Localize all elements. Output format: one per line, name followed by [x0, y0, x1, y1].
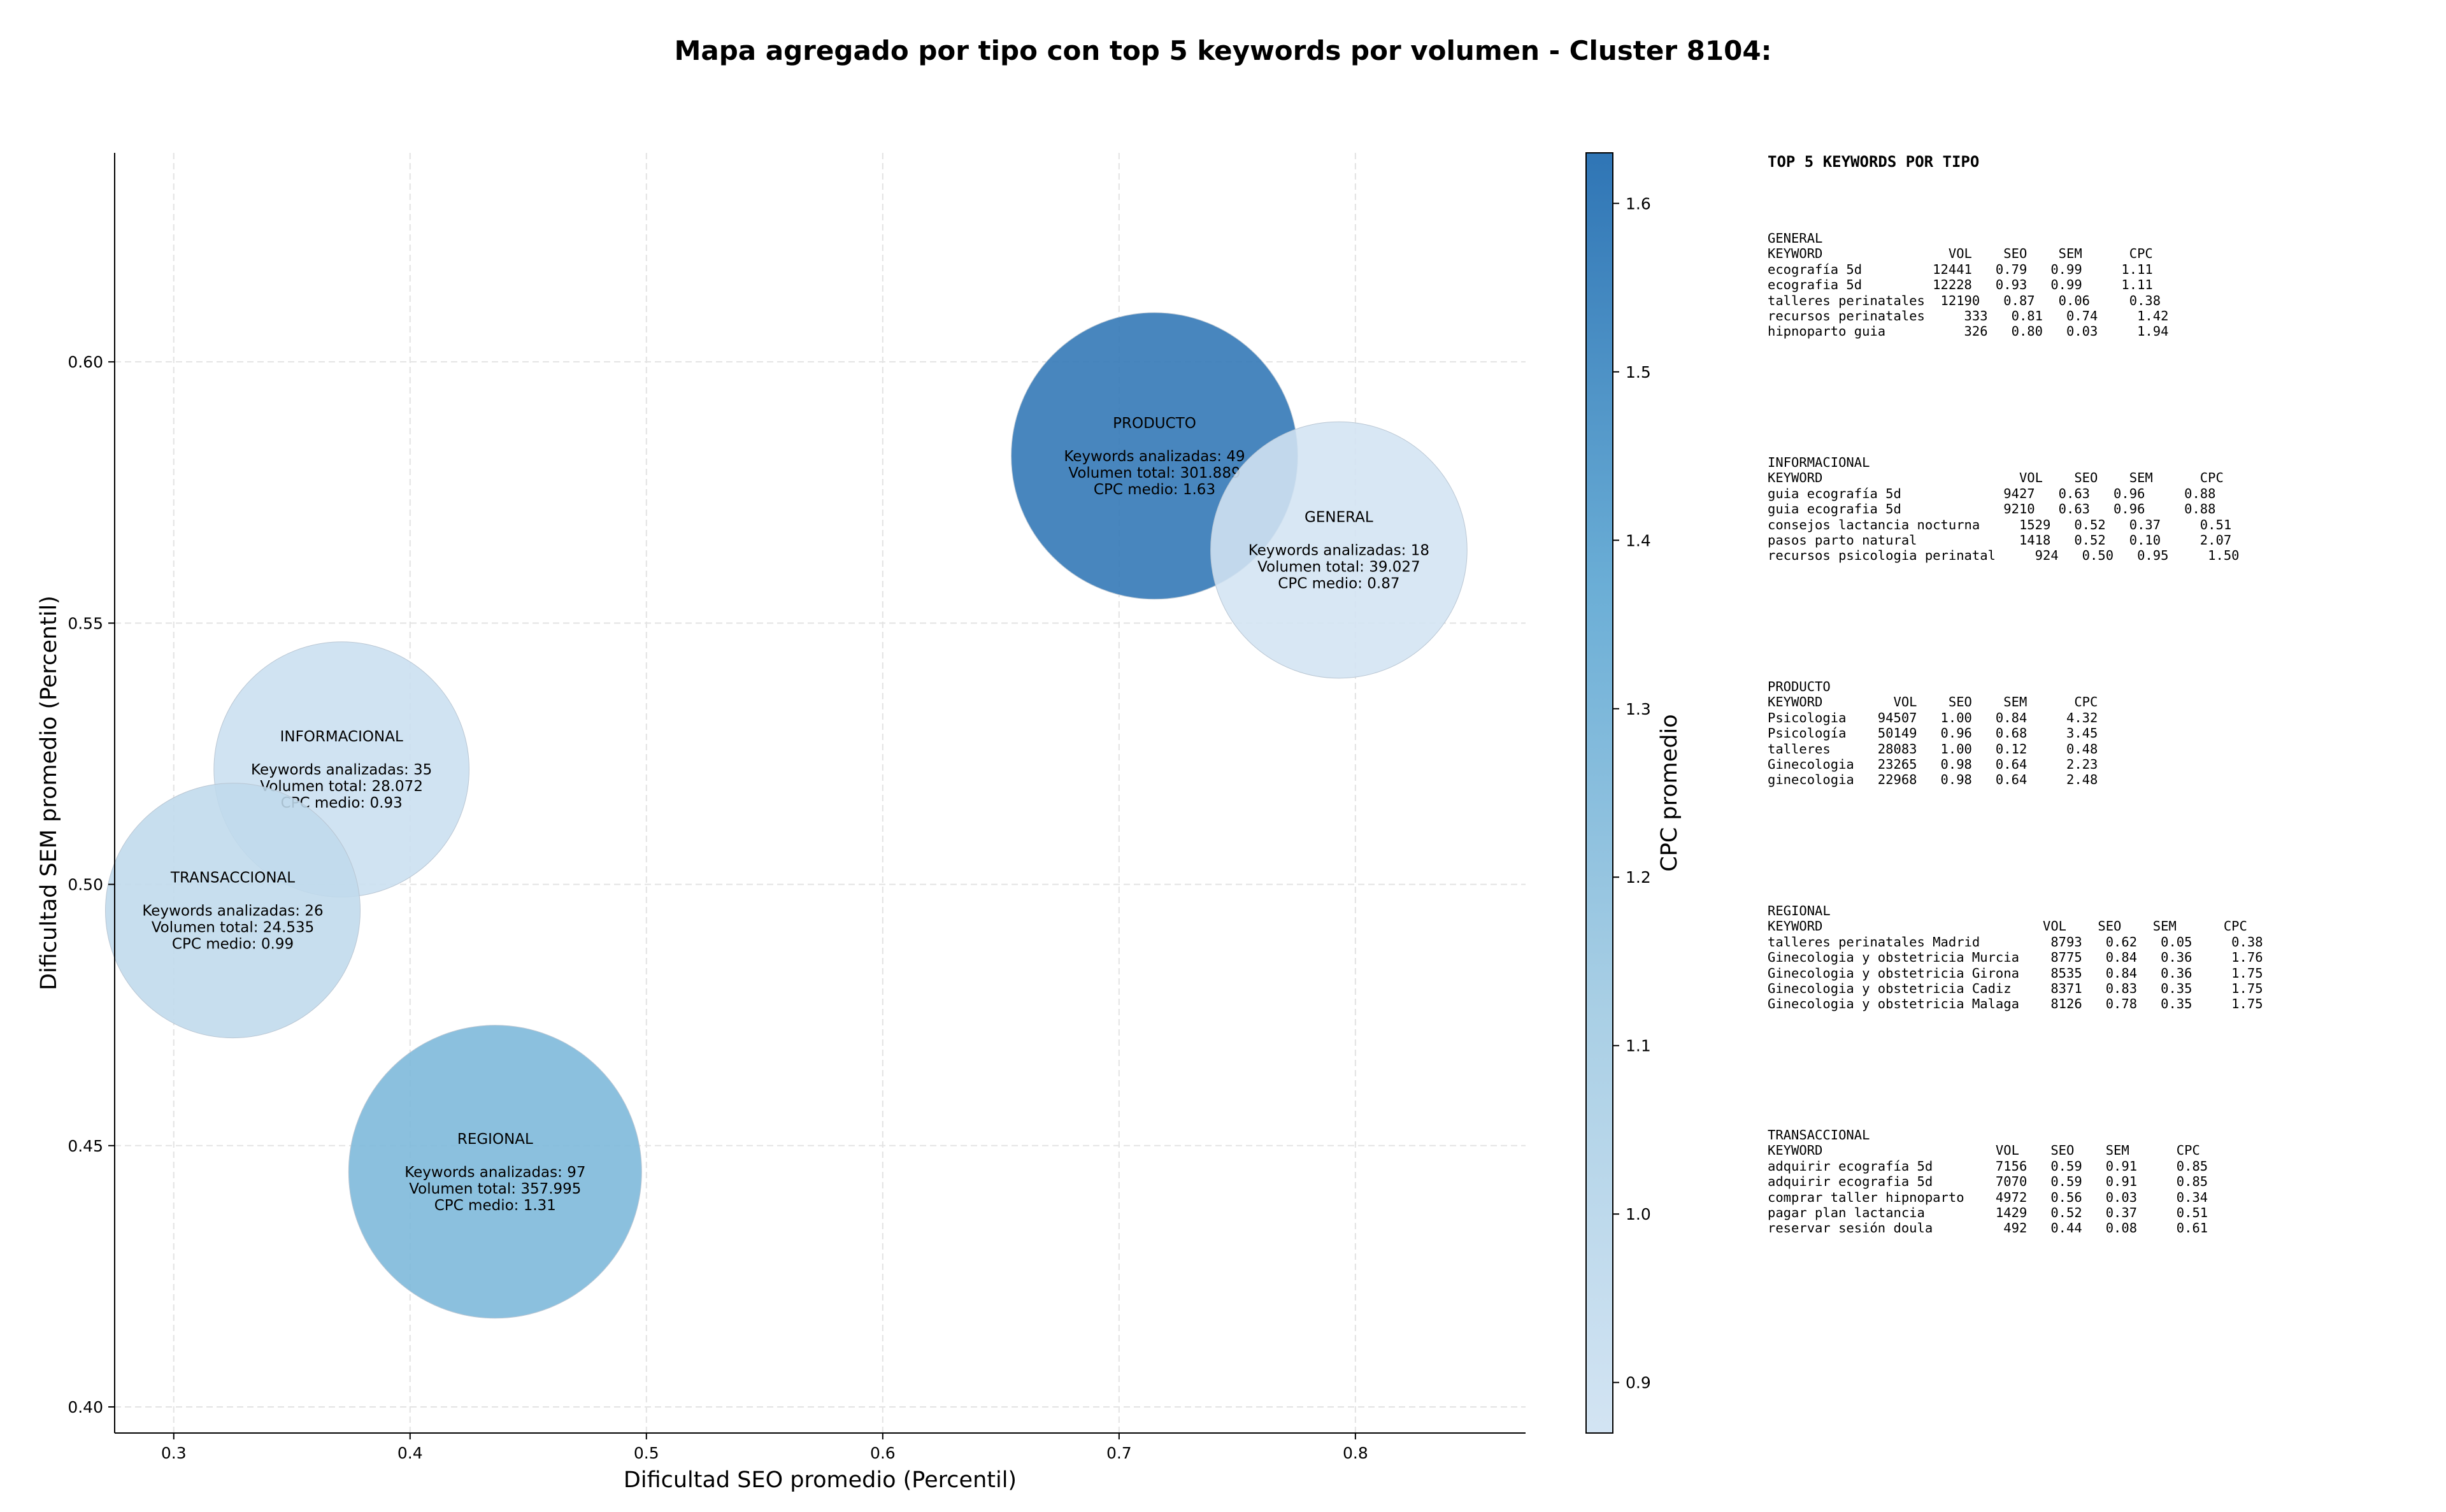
bubble-volume: Volumen total: 357.995: [409, 1181, 581, 1197]
bubble-circle: [105, 783, 361, 1039]
keyword-table-transaccional: TRANSACCIONAL KEYWORD VOL SEO SEM CPC ad…: [1768, 1127, 2208, 1236]
colorbar-tick-label: 1.2: [1626, 868, 1651, 887]
bubble-label: GENERAL: [1305, 510, 1373, 526]
bubble-transaccional: TRANSACCIONAL Keywords analizadas: 26Volu…: [105, 783, 361, 1039]
colorbar-tick-label: 0.9: [1626, 1374, 1651, 1392]
keyword-table-informacional: INFORMACIONAL KEYWORD VOL SEO SEM CPC gu…: [1768, 455, 2240, 564]
bubble-cpc: CPC medio: 0.99: [172, 936, 294, 953]
x-tick-label: 0.4: [397, 1444, 423, 1462]
bubble-volume: Volumen total: 24.535: [152, 920, 315, 936]
bubble-keywords: Keywords analizadas: 26: [142, 903, 323, 920]
x-tick-label: 0.3: [161, 1444, 187, 1462]
colorbar-tick-label: 1.6: [1626, 194, 1651, 213]
bubble-label: TRANSACCIONAL: [170, 870, 295, 887]
bubble-label: REGIONAL: [457, 1131, 533, 1148]
bubble-cpc: CPC medio: 0.87: [1278, 576, 1399, 592]
x-axis-label: Dificultad SEO promedio (Percentil): [624, 1467, 1017, 1493]
colorbar-gradient: [1585, 152, 1613, 1434]
x-tick-label: 0.6: [870, 1444, 896, 1462]
bubble-volume: Volumen total: 301.889: [1068, 465, 1240, 481]
y-tick-label: 0.50: [68, 876, 103, 894]
axes: 0.3 0.4 0.5 0.6 0.7 0.8 0.40 0.45 0.50 0.55 0.60 Di…: [36, 153, 1526, 1493]
bubble-circle: [1210, 421, 1468, 679]
x-tick-label: 0.8: [1343, 1444, 1368, 1462]
colorbar: 0.9 1.0 1.1 1.2 1.3 1.4 1.5 1.6 CPC promedio: [1585, 152, 1682, 1434]
colorbar-label: CPC promedio: [1657, 714, 1682, 871]
bubble-cpc: CPC medio: 1.63: [1094, 481, 1215, 498]
colorbar-tick-label: 1.3: [1626, 700, 1651, 718]
bubble-circle: [348, 1025, 642, 1319]
bubble-volume: Volumen total: 28.072: [260, 778, 423, 795]
y-tick-label: 0.60: [68, 353, 103, 371]
x-tick-label: 0.5: [634, 1444, 659, 1462]
y-tick-label: 0.40: [68, 1398, 103, 1416]
bubble-label: INFORMACIONAL: [280, 729, 403, 745]
keyword-table-producto: PRODUCTO KEYWORD VOL SEO SEM CPC Psicolo…: [1768, 679, 2098, 788]
y-axis-label: Dificultad SEM promedio (Percentil): [36, 596, 62, 990]
bubble-cpc: CPC medio: 1.31: [434, 1197, 556, 1214]
bubble-keywords: Keywords analizadas: 97: [404, 1164, 585, 1181]
colorbar-tick-label: 1.0: [1626, 1205, 1651, 1223]
x-tick-label: 0.7: [1106, 1444, 1132, 1462]
bubble-keywords: Keywords analizadas: 18: [1248, 543, 1429, 559]
keyword-table-regional: REGIONAL KEYWORD VOL SEO SEM CPC tallere…: [1768, 903, 2263, 1012]
bubble-label: PRODUCTO: [1113, 415, 1196, 432]
colorbar-tick-label: 1.4: [1626, 531, 1651, 550]
bubble-keywords: Keywords analizadas: 35: [251, 762, 432, 778]
colorbar-tick-label: 1.1: [1626, 1037, 1651, 1055]
colorbar-tick-label: 1.5: [1626, 363, 1651, 382]
y-tick-label: 0.55: [68, 614, 103, 632]
bubble-keywords: Keywords analizadas: 49: [1064, 448, 1245, 465]
chart-title: Mapa agregado por tipo con top 5 keyword…: [674, 35, 1772, 66]
bubble-volume: Volumen total: 39.027: [1257, 559, 1420, 576]
y-tick-label: 0.45: [68, 1137, 103, 1155]
panel-title: TOP 5 KEYWORDS POR TIPO: [1768, 153, 1980, 171]
keyword-table-general: GENERAL KEYWORD VOL SEO SEM CPC ecografí…: [1768, 231, 2169, 339]
